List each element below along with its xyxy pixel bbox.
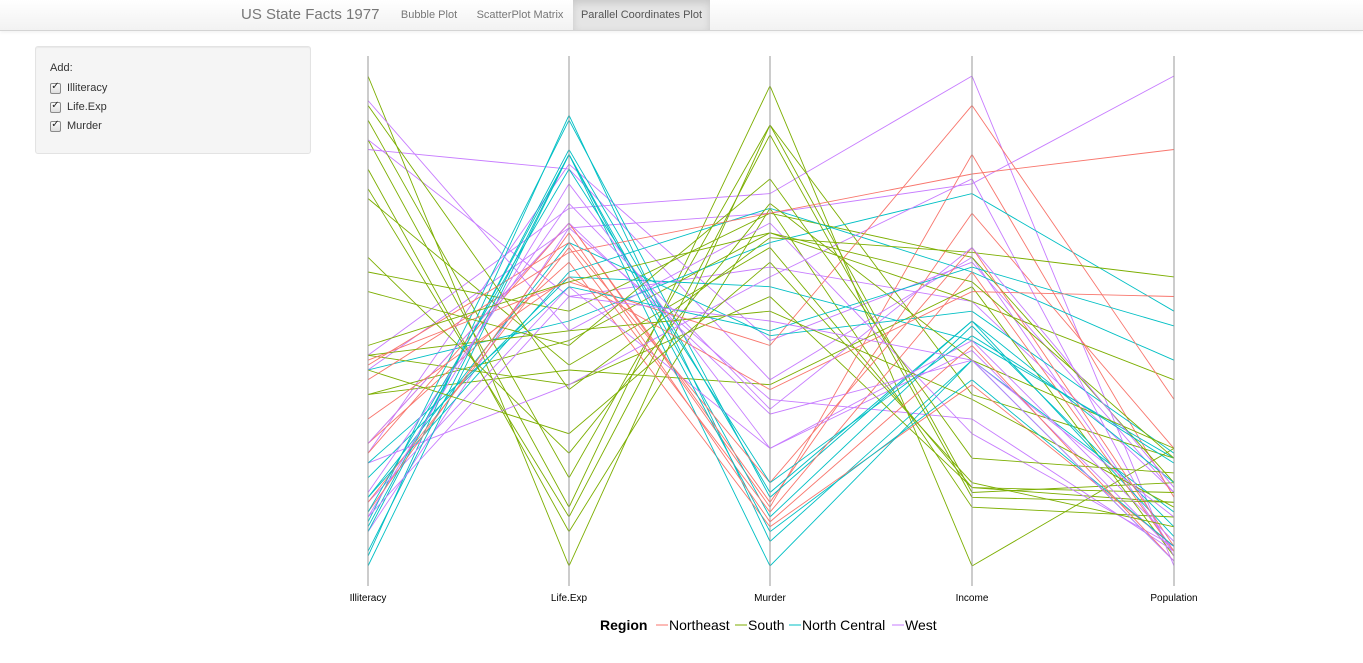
data-lines xyxy=(367,75,1175,568)
legend-label-west: West xyxy=(905,617,937,633)
data-line-south xyxy=(367,105,1175,391)
checkbox-illiteracy[interactable]: ✓ Illiteracy xyxy=(50,80,107,96)
legend: Region Northeast South North Central Wes… xyxy=(600,617,937,633)
axis-label-income: Income xyxy=(956,593,989,604)
checkbox-murder-box[interactable]: ✓ xyxy=(50,118,61,132)
data-line-west xyxy=(367,100,1175,547)
data-line-northeast xyxy=(367,212,1175,504)
checkbox-murder[interactable]: ✓ Murder xyxy=(50,118,102,134)
legend-label-northeast: Northeast xyxy=(669,617,730,633)
check-icon: ✓ xyxy=(51,118,60,130)
checkbox-life-exp-box[interactable]: ✓ xyxy=(50,99,61,113)
axes: Illiteracy Life.Exp Murder Income Population xyxy=(350,56,1198,604)
tab-bubble-plot[interactable]: Bubble Plot xyxy=(400,9,458,21)
data-line-north-central xyxy=(367,266,1175,464)
axis-label-life-exp: Life.Exp xyxy=(551,593,588,604)
checkbox-murder-label: Murder xyxy=(67,120,102,132)
data-line-south xyxy=(367,198,1175,503)
check-icon: ✓ xyxy=(51,80,60,92)
legend-label-south: South xyxy=(748,617,785,633)
tab-parallel-coordinates-plot[interactable]: Parallel Coordinates Plot xyxy=(573,0,710,30)
legend-label-north-central: North Central xyxy=(802,617,885,633)
data-line-northeast xyxy=(367,149,1175,381)
legend-title: Region xyxy=(600,617,647,633)
tab-scatterplot-matrix[interactable]: ScatterPlot Matrix xyxy=(476,9,564,21)
data-line-northeast xyxy=(367,261,1175,547)
checkbox-illiteracy-box[interactable]: ✓ xyxy=(50,80,61,94)
checkbox-life-exp[interactable]: ✓ Life.Exp xyxy=(50,99,107,115)
check-icon: ✓ xyxy=(51,99,60,111)
data-line-south xyxy=(367,84,1175,567)
data-line-south xyxy=(367,133,1175,518)
axis-label-illiteracy: Illiteracy xyxy=(350,593,387,604)
controls-panel: Add: ✓ Illiteracy ✓ Life.Exp ✓ Murder xyxy=(35,46,311,154)
axis-label-population: Population xyxy=(1150,593,1197,604)
axis-label-murder: Murder xyxy=(754,593,786,604)
checkbox-illiteracy-label: Illiteracy xyxy=(67,82,108,94)
data-line-northeast xyxy=(367,232,1175,562)
navbar: US State Facts 1977 Bubble Plot ScatterP… xyxy=(0,0,1363,31)
app-brand[interactable]: US State Facts 1977 xyxy=(241,6,380,23)
add-label: Add: xyxy=(50,62,73,74)
checkbox-life-exp-label: Life.Exp xyxy=(67,101,107,113)
